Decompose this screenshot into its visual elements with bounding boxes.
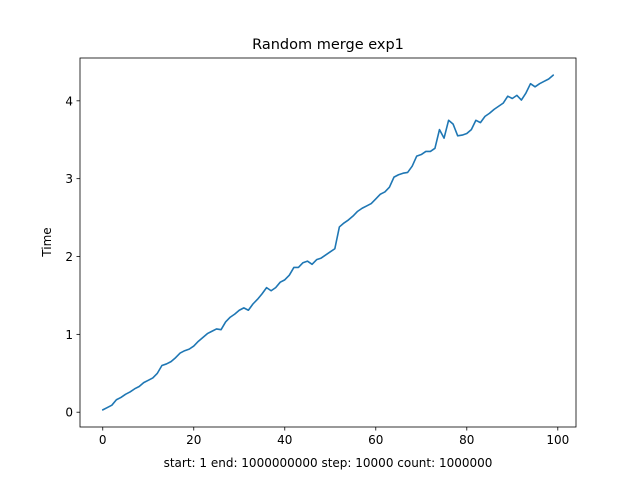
x-tick-label: 100 [546,433,569,447]
y-tick-label: 2 [65,250,73,264]
x-tick-label: 20 [186,433,201,447]
plot-area-frame [79,57,577,428]
x-tick-label: 0 [99,433,107,447]
x-axis-label: start: 1 end: 1000000000 step: 10000 cou… [164,456,493,470]
y-tick-label: 4 [65,94,73,108]
x-tick-label: 80 [459,433,474,447]
y-tick-label: 0 [65,406,73,420]
y-axis-ticks: 0 1 2 3 4 [65,94,80,420]
x-tick-label: 60 [368,433,383,447]
y-tick-label: 1 [65,328,73,342]
y-tick-label: 3 [65,172,73,186]
chart-title: Random merge exp1 [252,37,404,53]
y-axis-label: Time [40,227,54,257]
x-tick-label: 40 [277,433,292,447]
series-line [101,74,555,411]
x-axis-ticks: 0 20 40 60 80 100 [99,427,569,447]
